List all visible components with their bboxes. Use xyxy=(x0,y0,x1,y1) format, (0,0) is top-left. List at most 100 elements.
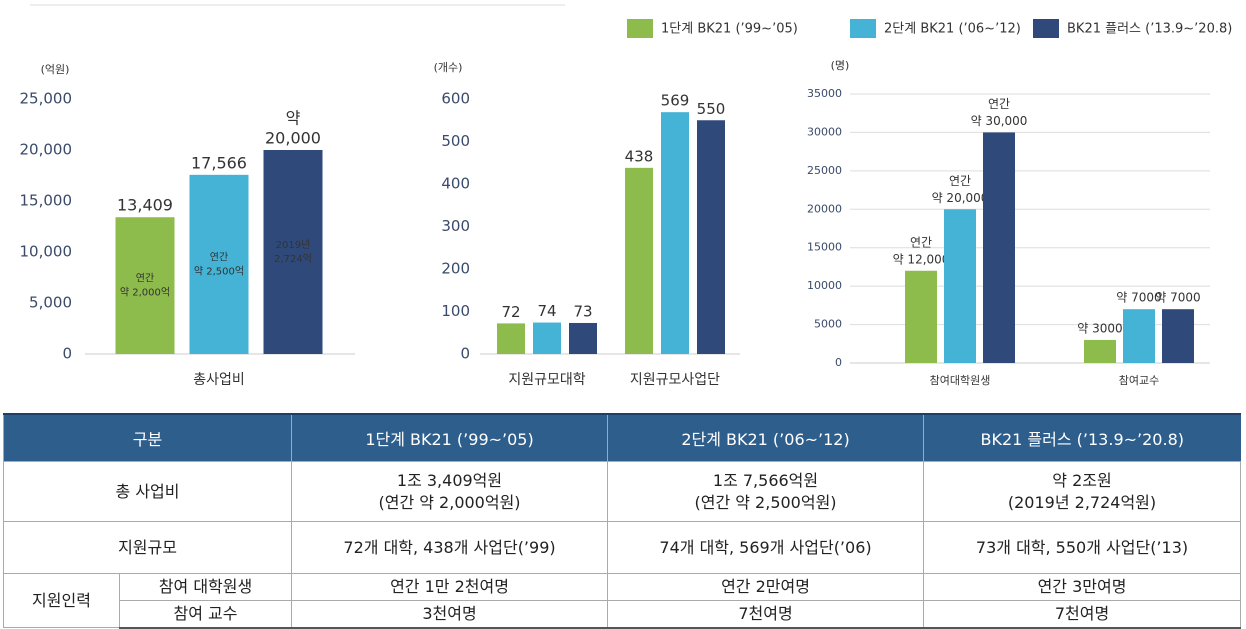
row: 지원인력 참여 대학원생 연간 1만 2천여명 연간 2만여명 연간 3만여명 xyxy=(3,573,1242,628)
row: 지원규모 72개 대학, 438개 사업단(’99) 74개 대학, 569개 … xyxy=(2,521,1242,574)
unit-label: (개수) xyxy=(434,61,463,74)
x-tick-label: 참여대학원생 xyxy=(930,374,991,387)
header-cell: 1단계 BK21 (’99~’05) xyxy=(291,413,608,462)
bar xyxy=(1123,309,1155,363)
row: 총 사업비 1조 3,409억원 (연간 약 2,000억원) 1조 7,566억… xyxy=(2,461,1242,522)
row-label: 총 사업비 xyxy=(2,461,293,522)
legend-swatch xyxy=(627,19,653,38)
y-tick-label: 300 xyxy=(441,217,470,235)
cell-line: (연간 약 2,000억원) xyxy=(378,492,521,512)
group-label: 지원인력 xyxy=(3,573,120,628)
cell: 7천여명 xyxy=(923,600,1242,629)
cell: 72개 대학, 438개 사업단(’99) xyxy=(291,521,609,574)
y-tick-label: 500 xyxy=(441,132,470,150)
inner-label: 2019년 xyxy=(276,239,311,251)
y-tick-label: 5000 xyxy=(814,318,842,331)
cell: 73개 대학, 550개 사업단(’13) xyxy=(923,521,1242,574)
cell-line: (2019년 2,724억원) xyxy=(1007,492,1157,512)
value-label: 13,409 xyxy=(117,196,173,215)
bar xyxy=(115,217,175,354)
cell-line: 약 2조원 xyxy=(1052,470,1112,490)
y-tick-label: 400 xyxy=(441,175,470,193)
cell: 1조 3,409억원 (연간 약 2,000억원) xyxy=(291,461,609,522)
bar xyxy=(533,322,561,354)
unit-label: (억원) xyxy=(41,63,70,76)
legend-label: BK21 플러스 (’13.9~’20.8) xyxy=(1067,22,1232,37)
y-tick-label: 600 xyxy=(441,90,470,108)
x-tick-label: 지원규모대학 xyxy=(508,372,585,388)
row-label: 지원규모 xyxy=(2,521,293,574)
y-tick-label: 5,000 xyxy=(29,294,72,312)
x-tick-label: 참여교수 xyxy=(1119,374,1159,387)
cell-line: 1조 7,566억원 xyxy=(712,470,819,490)
legend-swatch xyxy=(850,19,876,38)
value-label: 연간 xyxy=(910,235,932,249)
row-label: 참여 대학원생 xyxy=(118,573,293,601)
bar xyxy=(661,112,689,354)
y-tick-label: 25,000 xyxy=(20,90,73,108)
value-label: 74 xyxy=(537,302,556,320)
value-label: 약 12,000 xyxy=(893,251,950,266)
inner-label: 2,724억 xyxy=(274,253,312,265)
cell: 연간 3만여명 xyxy=(923,573,1242,601)
value-label: 연간 xyxy=(988,97,1010,111)
x-tick-label: 지원규모사업단 xyxy=(630,372,720,388)
y-tick-label: 100 xyxy=(441,302,470,320)
cell: 1조 7,566억원 (연간 약 2,500억원) xyxy=(607,461,925,522)
y-tick-label: 15,000 xyxy=(20,192,73,210)
bar xyxy=(1084,339,1116,363)
header-cell: 구분 xyxy=(2,413,292,462)
row: 참여 교수 3천여명 7천여명 7천여명 xyxy=(4,600,1242,629)
value-label: 연간 xyxy=(949,174,971,188)
inner-label: 약 2,000억 xyxy=(120,287,170,299)
value-label: 438 xyxy=(625,147,654,165)
unit-label: (명) xyxy=(831,59,850,72)
x-tick-label: 총사업비 xyxy=(193,372,245,388)
cell: 7천여명 xyxy=(607,600,925,629)
inner-label: 연간 xyxy=(210,251,228,263)
value-label: 약 xyxy=(286,109,301,128)
y-tick-label: 0 xyxy=(62,345,72,363)
summary-table: 구분 1단계 BK21 (’99~’05) 2단계 BK21 (’06~’12)… xyxy=(2,413,1242,629)
value-label: 20,000 xyxy=(265,129,321,148)
value-label: 569 xyxy=(661,92,690,110)
inner-label: 연간 xyxy=(136,273,154,285)
cell-line: 1조 3,409억원 xyxy=(396,470,503,490)
y-tick-label: 0 xyxy=(460,345,470,363)
y-tick-label: 15000 xyxy=(807,241,842,254)
y-tick-label: 0 xyxy=(835,356,842,369)
bar xyxy=(497,323,525,354)
y-tick-label: 10,000 xyxy=(20,243,73,261)
bar xyxy=(263,150,323,354)
inner-label: 약 2,500억 xyxy=(194,265,244,277)
cell: 연간 1만 2천여명 xyxy=(291,573,609,601)
bar xyxy=(1162,309,1194,363)
header-row: 구분 1단계 BK21 (’99~’05) 2단계 BK21 (’06~’12)… xyxy=(2,413,1241,462)
legend-swatch xyxy=(1033,19,1059,38)
charts: 1단계 BK21 (’99~’05) 2단계 BK21 (’06~’12) BK21… xyxy=(20,4,1232,388)
legend-label: 2단계 BK21 (’06~’12) xyxy=(884,22,1021,37)
y-tick-label: 30000 xyxy=(807,125,842,138)
value-label: 73 xyxy=(573,302,592,320)
value-label: 약 3000 xyxy=(1077,320,1122,335)
y-tick-label: 25000 xyxy=(807,164,842,177)
cell: 약 2조원 (2019년 2,724억원) xyxy=(923,461,1242,522)
bar xyxy=(697,120,725,354)
bar xyxy=(983,132,1015,363)
bar xyxy=(944,209,976,363)
value-label: 약 20,000 xyxy=(932,190,989,205)
bar xyxy=(625,167,653,354)
y-tick-label: 35000 xyxy=(807,87,842,100)
y-tick-label: 20000 xyxy=(807,202,842,215)
value-label: 17,566 xyxy=(191,153,247,172)
bar xyxy=(189,174,249,354)
row-label: 참여 교수 xyxy=(118,600,293,629)
value-label: 약 30,000 xyxy=(971,113,1028,128)
cell: 74개 대학, 569개 사업단(’06) xyxy=(607,521,925,574)
y-tick-label: 200 xyxy=(441,260,470,278)
value-label: 약 7000 xyxy=(1116,290,1161,305)
cell-line: (연간 약 2,500억원) xyxy=(694,492,837,512)
header-cell: 2단계 BK21 (’06~’12) xyxy=(607,413,924,462)
bar xyxy=(569,322,597,354)
